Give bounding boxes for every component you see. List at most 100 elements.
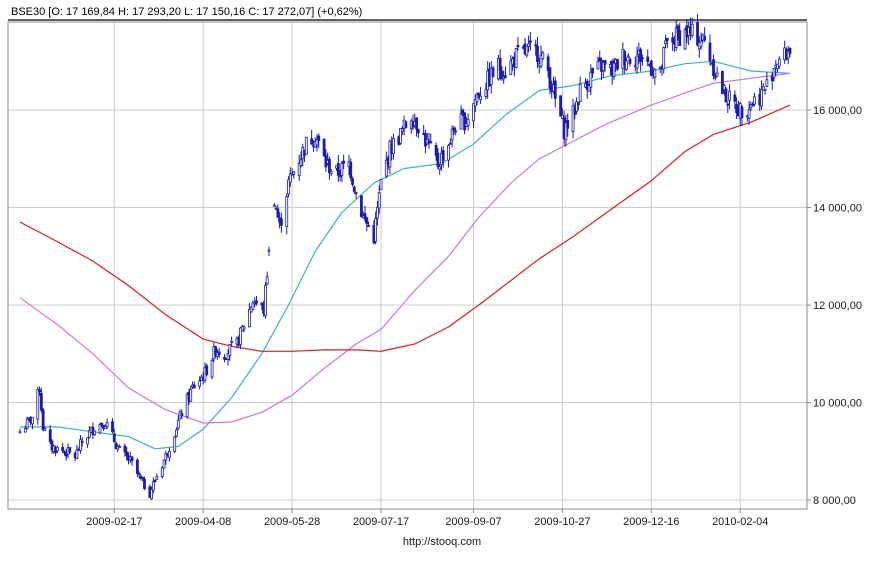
price-candle <box>192 384 196 389</box>
price-candle <box>276 208 280 218</box>
price-candle <box>322 138 326 157</box>
price-candle <box>676 25 680 34</box>
price-candle <box>272 204 276 207</box>
price-candle <box>498 57 502 72</box>
price-candle <box>317 135 321 141</box>
price-candle <box>575 101 579 112</box>
price-candle <box>404 121 408 128</box>
price-candle <box>760 89 763 107</box>
price-candle <box>438 166 442 170</box>
price-candle <box>591 68 595 74</box>
price-candle <box>228 344 232 356</box>
price-candle <box>329 170 333 174</box>
x-axis: 2009-02-17 2009-04-08 2009-05-28 2009-07-17… <box>86 509 768 528</box>
price-candle <box>376 206 379 219</box>
price-candle <box>671 37 675 43</box>
price-candle <box>55 446 59 452</box>
price-candle <box>242 326 246 330</box>
price-candle <box>715 72 719 77</box>
price-candle <box>38 389 41 393</box>
price-candle <box>646 56 650 63</box>
price-candle <box>454 130 458 133</box>
price-candle <box>247 309 251 328</box>
price-candle <box>416 129 420 134</box>
price-candle <box>463 112 466 131</box>
price-candle <box>287 179 290 195</box>
price-candle <box>112 433 116 443</box>
price-candle <box>98 424 102 434</box>
price-candle <box>628 58 632 64</box>
price-candle <box>118 445 121 448</box>
price-candle <box>384 159 388 177</box>
price-candle <box>280 218 283 226</box>
price-candle <box>217 351 221 356</box>
price-candle <box>180 413 184 417</box>
price-candle <box>160 467 164 477</box>
price-candle <box>626 55 630 58</box>
price-candle <box>43 428 47 432</box>
price-candle <box>683 29 687 50</box>
y-tick-label: 10 000,00 <box>813 398 862 410</box>
price-candle <box>239 327 242 346</box>
price-candle <box>185 393 189 418</box>
price-candle <box>534 44 538 47</box>
price-candle <box>589 71 593 88</box>
price-candle <box>135 459 139 474</box>
price-candle <box>699 40 703 47</box>
price-candle <box>374 218 378 242</box>
x-tick-label: 2009-07-17 <box>353 516 409 528</box>
price-candle <box>141 477 145 479</box>
price-candle <box>772 68 776 78</box>
y-tick-label: 12 000,00 <box>813 300 862 312</box>
price-candle <box>696 22 699 46</box>
price-candle <box>664 40 667 44</box>
price-candle <box>363 213 367 220</box>
price-candle <box>130 456 134 462</box>
price-candle <box>448 142 452 145</box>
price-candle <box>596 60 600 70</box>
price-candle <box>601 62 605 71</box>
price-candle <box>31 416 34 425</box>
source-url[interactable]: http://stooq.com <box>403 536 481 548</box>
price-candle <box>251 302 255 310</box>
price-candle <box>641 57 644 60</box>
price-candle <box>267 249 271 252</box>
price-candle <box>111 421 114 433</box>
price-candle <box>473 99 477 107</box>
price-candle <box>479 95 482 101</box>
price-candle <box>114 442 118 450</box>
price-candle <box>61 447 65 452</box>
price-candle <box>703 35 707 41</box>
price-candle <box>434 145 438 157</box>
price-candle <box>525 45 529 56</box>
ma-long-line <box>19 104 791 352</box>
price-candle <box>123 445 127 453</box>
price-candle <box>441 150 445 162</box>
y-tick-label: 14 000,00 <box>813 203 862 215</box>
price-candle <box>662 47 666 70</box>
price-candle <box>712 59 715 77</box>
price-candle <box>528 40 532 43</box>
price-candle <box>539 54 543 67</box>
price-candle <box>751 104 755 107</box>
price-candle <box>500 71 504 80</box>
x-tick-label: 2009-02-17 <box>86 516 142 528</box>
price-candle <box>514 48 518 68</box>
price-candle <box>93 430 97 435</box>
price-candle <box>721 70 724 94</box>
price-candle <box>674 27 678 48</box>
price-candle <box>649 60 653 76</box>
price-candle <box>516 44 520 48</box>
price-candle <box>226 353 230 360</box>
x-tick-label: 2009-12-16 <box>623 516 679 528</box>
price-candle <box>310 138 314 145</box>
price-candle <box>162 459 166 469</box>
y-axis: 8 000,00 10 000,00 12 000,00 14 000,00 16 00… <box>807 105 862 507</box>
price-candle <box>175 429 178 437</box>
price-candle <box>297 163 301 176</box>
price-candle <box>576 101 580 106</box>
price-candle <box>354 192 358 194</box>
price-candle <box>548 67 552 89</box>
price-candle <box>587 84 591 92</box>
